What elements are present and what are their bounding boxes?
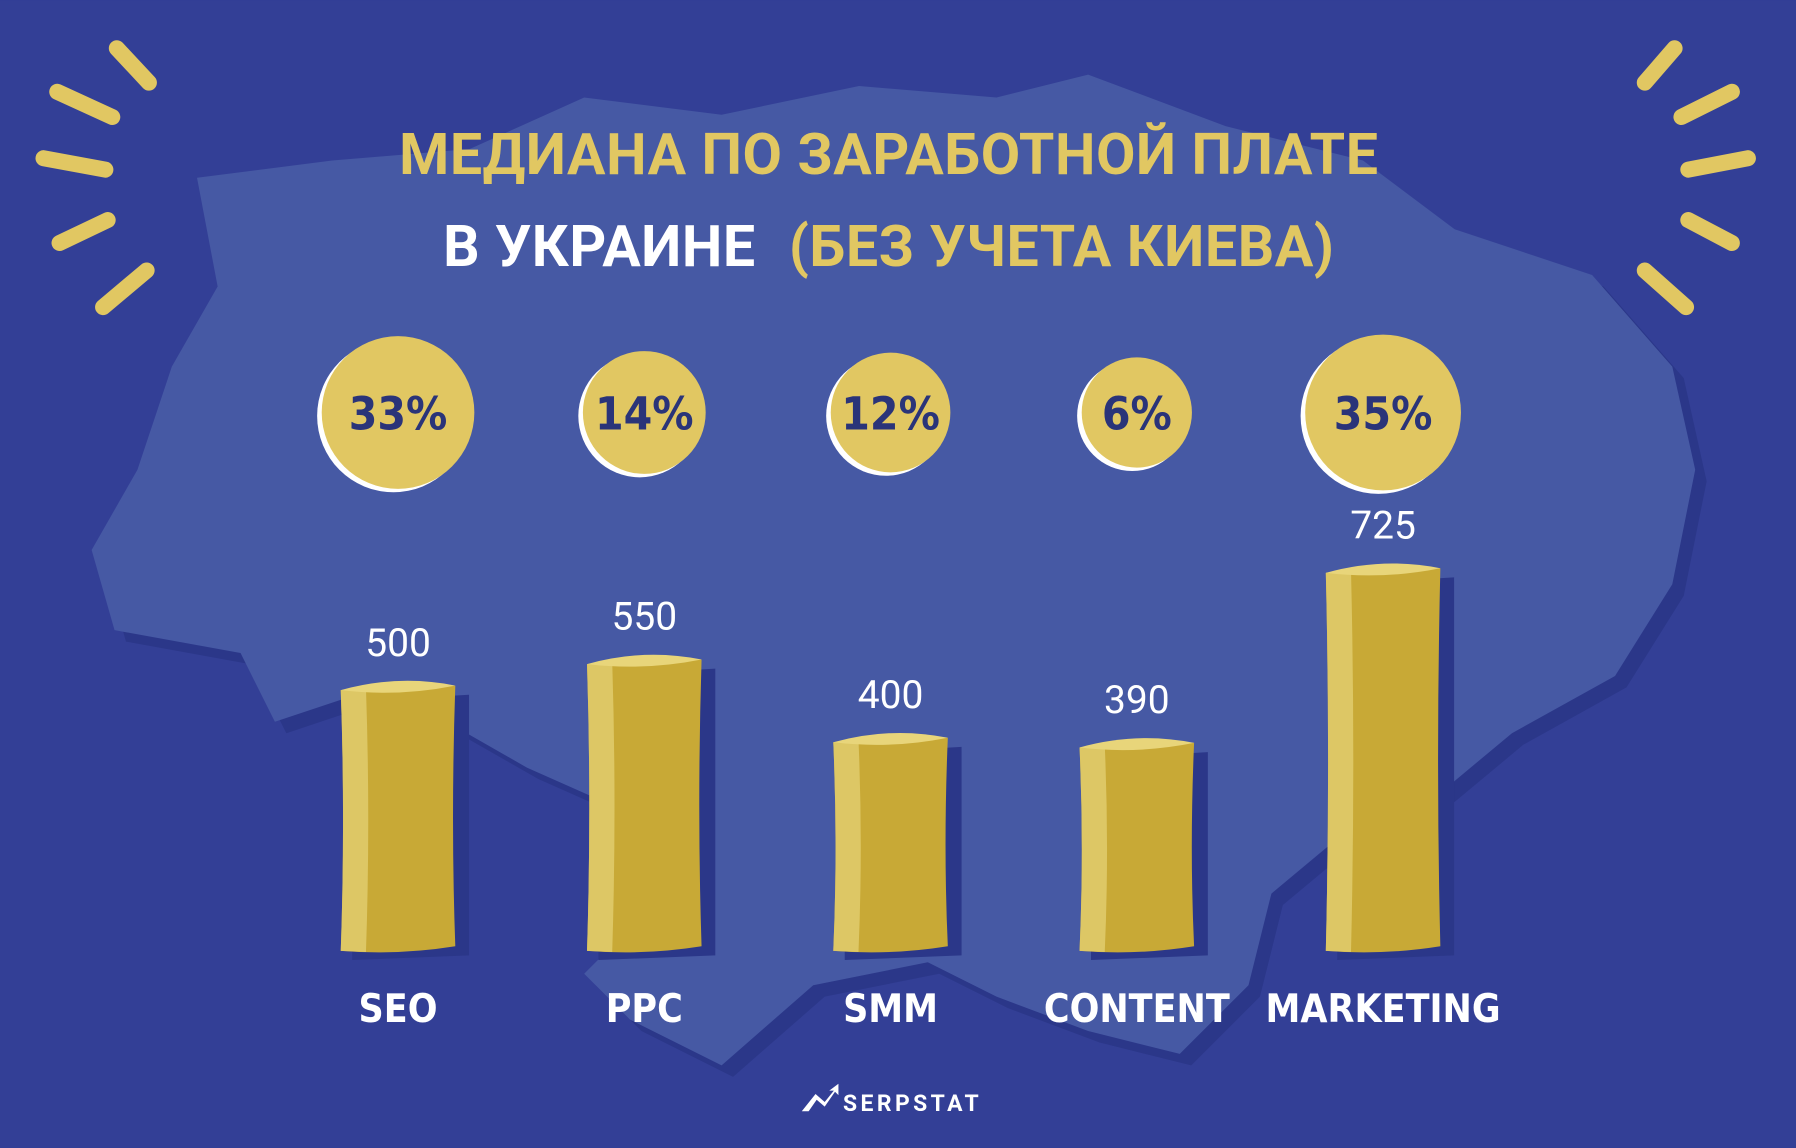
- category-label: MARKETING: [1266, 987, 1501, 1032]
- bar-top: [1325, 563, 1441, 576]
- share-circle: [1305, 334, 1461, 491]
- bar: [1325, 566, 1441, 953]
- brand-logo: [801, 1083, 839, 1112]
- share-label: 12%: [841, 387, 940, 441]
- bar-top: [340, 680, 456, 693]
- share-circle: [582, 351, 706, 474]
- share-label: 6%: [1102, 387, 1172, 441]
- rays-left: [35, 40, 157, 316]
- category-label: SEO: [359, 987, 438, 1032]
- bar-highlight: [1325, 570, 1354, 952]
- bar-top: [1079, 738, 1195, 751]
- brand-name: SERPSTAT: [843, 1090, 982, 1117]
- bar-highlight: [833, 740, 861, 952]
- bar-highlight: [340, 687, 369, 952]
- share-label: 14%: [595, 387, 694, 441]
- title-line: В УКРАИНЕ: [443, 213, 756, 280]
- value-label: 400: [858, 672, 924, 718]
- rays-right: [1636, 40, 1756, 316]
- bar-highlight: [587, 661, 615, 952]
- title-line: В УКРАИНЕ (БЕЗ УЧЕТА КИЕВА): [443, 213, 1334, 280]
- bar-top: [833, 732, 948, 745]
- share-circle: [830, 352, 951, 473]
- bar: [587, 657, 702, 953]
- category-label: CONTENT: [1044, 987, 1230, 1032]
- category-label: PPC: [606, 987, 683, 1032]
- value-label: 550: [611, 594, 677, 640]
- bar-top: [587, 654, 702, 667]
- value-label: 390: [1104, 677, 1170, 723]
- category-label: SMM: [843, 987, 938, 1032]
- value-label: 500: [365, 620, 431, 666]
- share-circle: [1081, 357, 1192, 468]
- brand: SERPSTAT: [801, 1083, 982, 1117]
- bar: [1079, 741, 1195, 953]
- map: [91, 74, 1696, 1066]
- bar: [340, 684, 456, 953]
- bar-highlight: [1079, 745, 1108, 952]
- value-label: 725: [1350, 502, 1416, 548]
- title-line: (БЕЗ УЧЕТА КИЕВА): [789, 213, 1335, 280]
- title-line: МЕДИАНА ПО ЗАРАБОТНОЙ ПЛАТЕ: [399, 121, 1378, 188]
- share-label: 33%: [349, 387, 448, 441]
- bar: [833, 736, 948, 953]
- share-label: 35%: [1334, 387, 1433, 441]
- share-circle: [321, 336, 475, 489]
